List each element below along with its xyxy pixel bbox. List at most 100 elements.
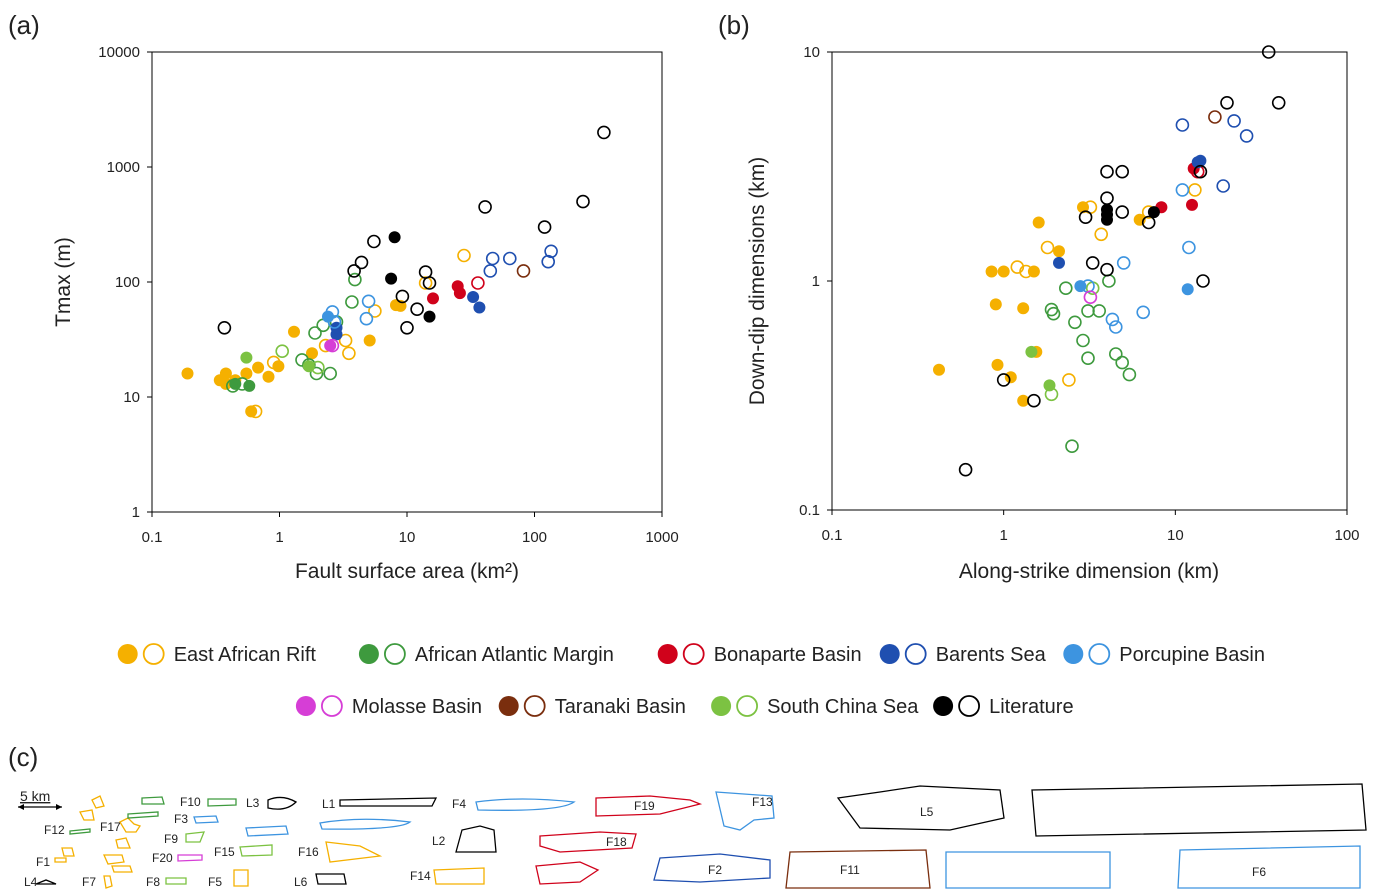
fault-outline-unlabeled — [245, 825, 289, 837]
data-point-lit-open — [395, 289, 410, 304]
data-point-bon-filled — [427, 292, 439, 305]
fault-outline-shape — [339, 797, 438, 807]
data-point-lit-open — [1261, 45, 1276, 59]
data-point-aam-open — [1122, 367, 1137, 382]
fault-outline-f3: F3 — [174, 812, 219, 826]
data-point-ear-open — [1094, 227, 1108, 242]
data-point-bon-open — [471, 276, 485, 290]
chart-a-points — [181, 125, 611, 419]
data-point-por-open — [1105, 312, 1120, 327]
panel-label-c: (c) — [8, 742, 38, 772]
data-point-ear-open — [338, 333, 353, 348]
data-point-ear-filled — [1053, 245, 1065, 258]
scale-bar-arrow-right — [56, 804, 62, 810]
fault-outline-shape — [455, 825, 497, 853]
data-point-lit-open — [1100, 191, 1114, 205]
data-point-lit-open — [1027, 393, 1041, 408]
legend-marker-filled — [657, 644, 678, 664]
data-point-aam-open — [1068, 315, 1082, 330]
fault-outline-unlabeled — [115, 837, 131, 849]
fault-outline-label: F11 — [840, 863, 860, 877]
legend-marker-filled — [295, 696, 316, 716]
fault-outline-shape — [69, 828, 91, 835]
fault-outline-label: F18 — [606, 835, 627, 849]
data-point-ear-filled — [989, 298, 1002, 311]
data-point-lit-open — [996, 373, 1011, 387]
data-point-scs-open — [311, 360, 325, 375]
chart-b-points — [933, 45, 1286, 477]
data-point-ear-filled — [390, 299, 402, 312]
fault-outline-unlabeled — [61, 847, 75, 857]
data-point-bar-open — [483, 264, 498, 278]
data-point-aam-open — [308, 326, 322, 340]
data-point-lit-open — [1078, 210, 1093, 224]
fault-outline-shape — [239, 844, 273, 857]
data-point-bar-open — [1239, 129, 1254, 143]
data-point-ear-filled — [1032, 216, 1045, 229]
data-point-aam-open — [323, 366, 338, 381]
fault-outline-label: L6 — [294, 875, 308, 889]
data-point-ear-filled — [240, 367, 253, 380]
chart-b-y-axis-label: Down-dip dimensions (km) — [746, 157, 769, 406]
data-point-aam-open — [295, 353, 309, 367]
data-point-bon-filled — [453, 287, 466, 300]
data-point-lit-open — [1193, 164, 1208, 179]
fault-outline-shape — [165, 877, 187, 885]
fault-outline-f4: F4 — [452, 797, 576, 811]
legend-marker-open — [383, 643, 406, 665]
fault-outline-label: F5 — [208, 875, 222, 889]
data-point-aam-open — [1109, 347, 1123, 361]
data-point-lit-open — [1085, 256, 1100, 270]
legend-marker-filled — [879, 644, 900, 664]
data-point-aam-open — [226, 379, 240, 393]
fault-outline-label: F9 — [164, 832, 178, 846]
legend-label: Molasse Basin — [352, 696, 482, 718]
fault-outline-f12: F12 — [44, 823, 91, 837]
data-point-ear-filled — [1017, 302, 1030, 315]
data-point-lit-open — [400, 320, 414, 335]
data-point-aam-open — [1102, 274, 1116, 288]
x-tick-label: 0.1 — [142, 529, 163, 546]
data-point-bar-filled — [1053, 256, 1065, 269]
data-point-lit-filled — [388, 231, 401, 244]
data-point-bar-open — [1216, 179, 1230, 193]
fault-outline-shape — [715, 791, 775, 831]
data-point-ear-open — [418, 276, 433, 290]
data-point-mol-open — [1083, 290, 1098, 305]
fault-outline-label: F7 — [82, 875, 96, 889]
data-point-ear-filled — [245, 405, 258, 418]
fault-outline-l2: L2 — [432, 825, 497, 853]
data-point-ear-open — [1010, 260, 1025, 274]
legend-label: Bonaparte Basin — [714, 644, 862, 666]
data-point-aam-open — [309, 366, 324, 381]
legend-item-scs: South China Sea — [711, 695, 919, 718]
fault-outline-f10: F10 — [180, 795, 237, 809]
data-point-ear-filled — [1004, 371, 1017, 384]
fault-outline-l1: L1 — [322, 797, 438, 811]
data-point-scs-filled — [240, 351, 253, 364]
fault-outline-f8: F8 — [146, 875, 187, 889]
data-point-lit-filled — [423, 310, 436, 323]
data-point-lit-open — [367, 234, 381, 249]
fault-outline-f9: F9 — [164, 831, 206, 846]
x-tick-label: 1 — [999, 527, 1007, 544]
fault-outline-shape — [185, 831, 206, 843]
data-point-ear-open — [1019, 264, 1033, 279]
fault-outline-l4: L4 — [24, 875, 57, 889]
fault-outline-shape — [193, 815, 219, 824]
data-point-aam-open — [1076, 333, 1090, 348]
fault-outline-unlabeled — [79, 809, 95, 821]
data-point-ear-open — [368, 304, 382, 318]
data-point-lit-open — [597, 125, 611, 140]
fault-outline-f6: F6 — [1177, 845, 1361, 889]
fault-outline-label: F3 — [174, 812, 188, 826]
fault-outline-label: F20 — [152, 851, 173, 865]
data-point-lit-open — [576, 194, 590, 209]
data-point-lit-filled — [1147, 206, 1160, 219]
fault-outline-shape — [653, 853, 771, 883]
data-point-ear-open — [266, 355, 281, 370]
legend-label: Taranaki Basin — [555, 696, 686, 718]
data-point-por-open — [1175, 183, 1190, 197]
chart-a-x-tick-labels: 0.1 1 10 100 1000 — [142, 512, 679, 546]
